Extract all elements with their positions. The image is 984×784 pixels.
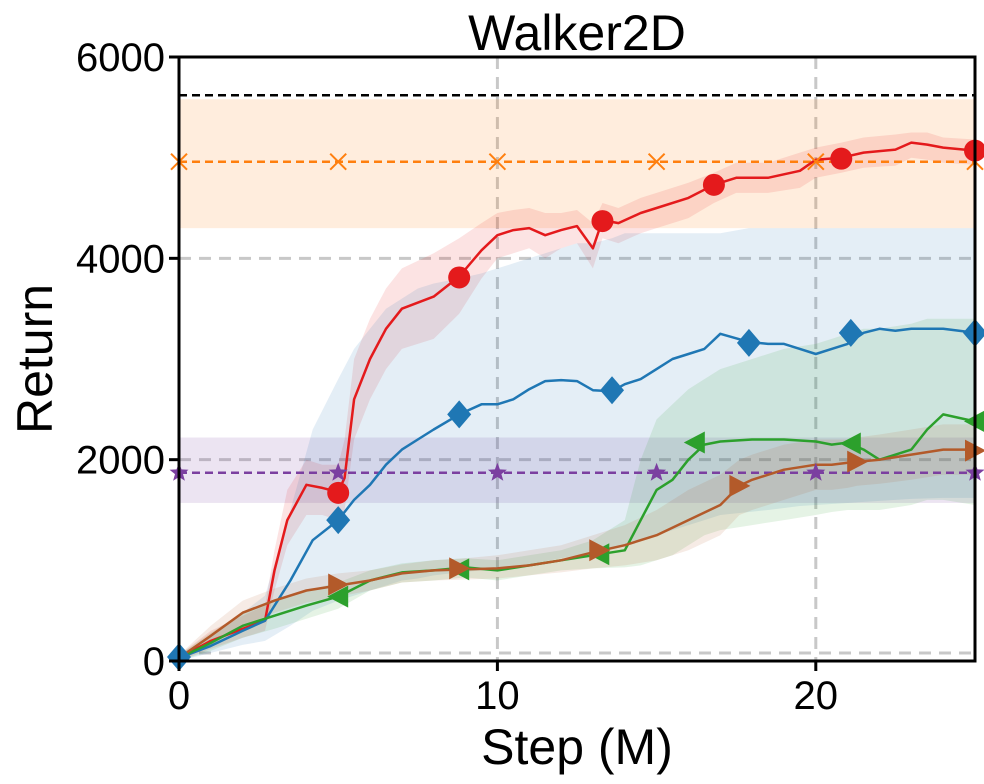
- x-axis-label: Step (M): [481, 719, 673, 775]
- y-axis-label: Return: [7, 284, 63, 434]
- blue-diamond-marker-4: [736, 328, 761, 357]
- blue-diamond-marker-1: [326, 506, 351, 535]
- series-markers: [167, 139, 984, 671]
- y-tick-label-0: 0: [143, 640, 165, 684]
- brown-triangle-right-marker-0: [328, 573, 350, 596]
- blue-diamond-band: [179, 228, 975, 661]
- blue-diamond-marker-3: [600, 376, 625, 405]
- brown-triangle-right-marker-2: [589, 539, 611, 562]
- red-circle-marker-1: [448, 266, 471, 289]
- red-circle-marker-4: [830, 147, 853, 170]
- green-triangle-left-marker-0: [327, 585, 349, 608]
- green-triangle-left-marker-4: [839, 432, 861, 455]
- y-tick-label-2000: 2000: [76, 439, 165, 483]
- brown-triangle-right-marker-1: [449, 557, 471, 580]
- purple-star-baseline-marker-10: [487, 462, 507, 481]
- plot-frame: [177, 55, 977, 663]
- brown-triangle-right-band: [179, 424, 975, 661]
- orange-x-baseline-marker-20: [807, 152, 825, 171]
- purple-star-baseline-marker-15: [647, 462, 667, 481]
- x-tick-label-10: 10: [475, 674, 520, 718]
- blue-diamond-marker-2: [447, 400, 472, 429]
- green-triangle-left-marker-3: [683, 431, 705, 454]
- x-tick-label-0: 0: [168, 674, 190, 718]
- green-triangle-left-band: [179, 318, 975, 661]
- red-circle-band: [179, 132, 975, 661]
- red-circle-marker-2: [591, 210, 614, 233]
- orange-x-baseline-marker-5: [329, 152, 347, 171]
- chart-title: Walker2D: [468, 5, 686, 61]
- blue-diamond-line: [179, 327, 975, 660]
- brown-triangle-right-marker-4: [847, 450, 869, 473]
- blue-diamond-marker-5: [838, 318, 863, 347]
- orange-x-baseline-marker-15: [647, 152, 666, 171]
- purple-star-baseline-band: [179, 437, 975, 503]
- red-circle-marker-3: [702, 173, 725, 196]
- purple-star-baseline-marker-5: [328, 462, 348, 481]
- red-circle-line: [179, 141, 975, 660]
- purple-star-baseline-marker-20: [806, 462, 826, 481]
- y-tick-label-6000: 6000: [76, 36, 165, 80]
- brown-triangle-right-marker-3: [729, 474, 751, 497]
- red-circle-marker-0: [327, 481, 350, 504]
- orange-x-baseline-marker-10: [488, 152, 507, 171]
- x-tick-label-20: 20: [794, 674, 839, 718]
- axis-ticks: 0 10 20 0 2000 4000 6000: [76, 36, 838, 718]
- y-tick-label-4000: 4000: [76, 237, 165, 281]
- grid-lines: [179, 57, 975, 661]
